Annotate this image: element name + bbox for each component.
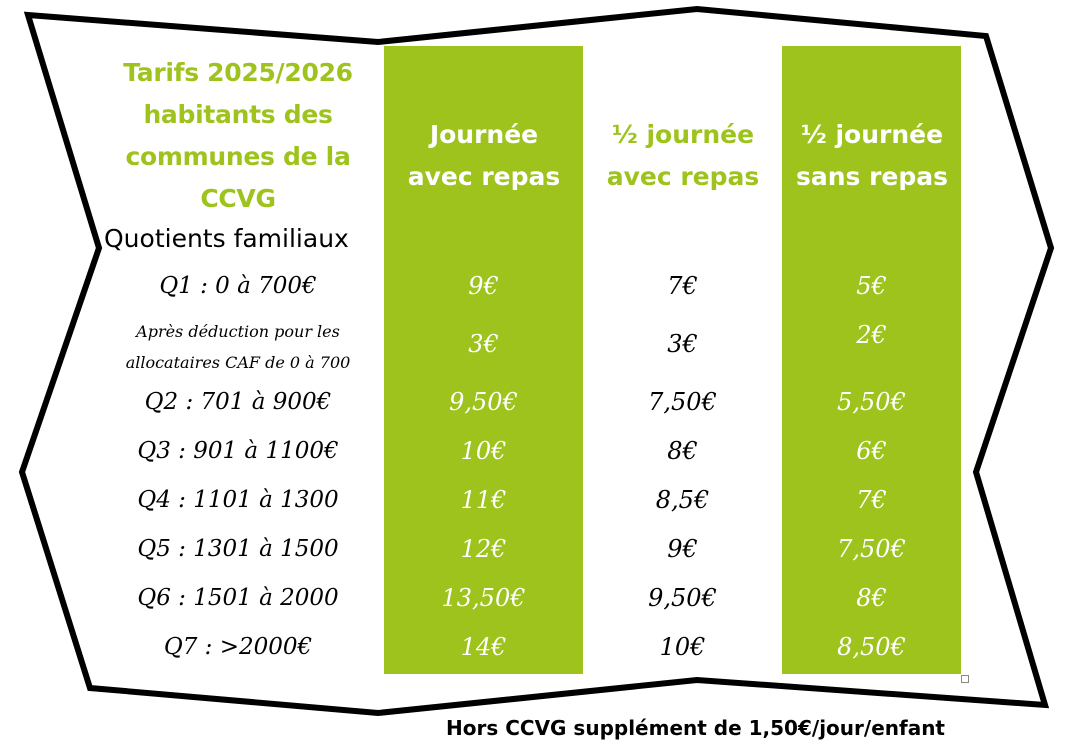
row-label-q7: Q7 : >2000€ [163, 634, 313, 660]
cell-q5-journee: 12€ [460, 535, 507, 563]
cell-q1-demi-sans: 5€ [856, 272, 887, 300]
cell-q3-journee: 10€ [460, 437, 507, 465]
cell-q6-journee: 13,50€ [441, 584, 526, 612]
cell-q5-demi-avec: 9€ [667, 535, 698, 563]
row-label-caf-line-1: Après déduction pour les [136, 322, 340, 341]
row-label-q3: Q3 : 901 à 1100€ [137, 438, 339, 464]
row-label-q1: Q1 : 0 à 700€ [159, 273, 317, 299]
cell-q5-demi-sans: 7,50€ [837, 535, 906, 563]
title-line-1: Tarifs 2025/2026 [123, 58, 353, 87]
cell-caf-demi-sans: 2€ [856, 321, 887, 349]
cell-q2-journee: 9,50€ [449, 388, 518, 416]
cell-q4-demi-sans: 7€ [856, 486, 887, 514]
cell-q3-demi-sans: 6€ [856, 437, 887, 465]
cell-q4-demi-avec: 8,5€ [655, 486, 710, 514]
cell-q4-journee: 11€ [460, 486, 507, 514]
quotients-label: Quotients familiaux [104, 224, 349, 253]
cell-caf-journee: 3€ [468, 330, 499, 358]
column-header-demi-sans: ½ journée sans repas [772, 114, 972, 198]
column-header-demi-sans-line-1: ½ journée [800, 120, 944, 149]
row-label-caf: Après déduction pour les allocataires CA… [106, 316, 370, 378]
title-line-3: communes de la [125, 142, 351, 171]
cell-q3-demi-avec: 8€ [667, 437, 698, 465]
cell-q7-demi-sans: 8,50€ [837, 633, 906, 661]
column-header-demi-sans-line-2: sans repas [795, 162, 949, 191]
column-header-journee: Journée avec repas [384, 114, 584, 198]
row-label-caf-line-2: allocataires CAF de 0 à 700 [125, 353, 351, 372]
column-header-demi-avec-line-2: avec repas [606, 162, 760, 191]
footer-note: Hors CCVG supplément de 1,50€/jour/enfan… [446, 716, 945, 740]
column-header-journee-line-1: Journée [429, 120, 539, 149]
row-label-q6: Q6 : 1501 à 2000 [137, 585, 339, 611]
cell-q2-demi-sans: 5,50€ [837, 388, 906, 416]
column-journee-background [384, 46, 583, 674]
row-label-q2: Q2 : 701 à 900€ [144, 389, 332, 415]
row-label-q4: Q4 : 1101 à 1300 [137, 487, 339, 513]
title-line-4: CCVG [200, 184, 276, 213]
column-demi-sans-background [782, 46, 961, 674]
cell-q7-demi-avec: 10€ [659, 633, 706, 661]
cell-q6-demi-avec: 9,50€ [648, 584, 717, 612]
row-label-q5: Q5 : 1301 à 1500 [137, 536, 339, 562]
column-header-demi-avec-line-1: ½ journée [611, 120, 755, 149]
cell-q6-demi-sans: 8€ [856, 584, 887, 612]
cell-caf-demi-avec: 3€ [667, 330, 698, 358]
cell-q1-journee: 9€ [468, 272, 499, 300]
column-header-journee-line-2: avec repas [407, 162, 561, 191]
cell-q7-journee: 14€ [460, 633, 507, 661]
cell-q2-demi-avec: 7,50€ [648, 388, 717, 416]
resize-handle[interactable] [961, 675, 969, 683]
page-title: Tarifs 2025/2026 habitants des communes … [106, 52, 370, 220]
cell-q1-demi-avec: 7€ [667, 272, 698, 300]
column-header-demi-avec: ½ journée avec repas [583, 114, 783, 198]
title-line-2: habitants des [143, 100, 333, 129]
